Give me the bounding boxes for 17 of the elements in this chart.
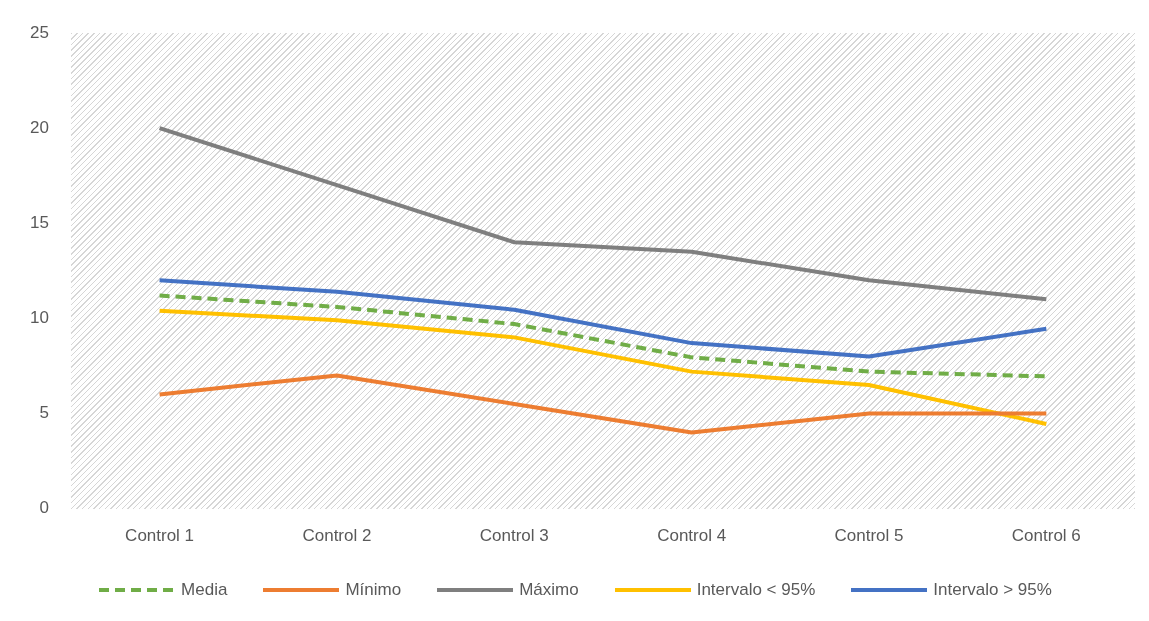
legend-label: Media — [181, 580, 228, 600]
x-tick-label: Control 6 — [1011, 526, 1081, 546]
legend-label: Máximo — [519, 580, 579, 600]
x-tick-label: Control 4 — [657, 526, 727, 546]
y-tick-label: 20 — [29, 117, 49, 137]
y-tick-label: 0 — [39, 498, 49, 518]
x-tick-label: Control 1 — [125, 526, 195, 546]
x-tick-label: Control 2 — [302, 526, 372, 546]
legend-label: Mínimo — [345, 580, 402, 600]
legend-label: Intervalo < 95% — [696, 580, 816, 600]
y-tick-label: 5 — [39, 403, 49, 423]
x-tick-label: Control 3 — [479, 526, 549, 546]
y-tick-label: 10 — [29, 308, 49, 328]
y-tick-label: 15 — [29, 212, 49, 232]
x-tick-label: Control 5 — [834, 526, 904, 546]
y-tick-label: 25 — [29, 22, 49, 42]
legend-label: Intervalo > 95% — [933, 580, 1052, 600]
